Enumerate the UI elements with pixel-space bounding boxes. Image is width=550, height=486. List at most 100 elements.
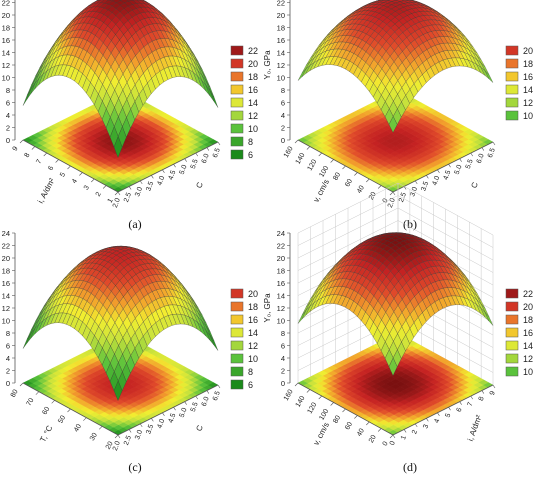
y-tick-label: 6.0: [476, 153, 486, 165]
y-tick-label: 5.0: [179, 407, 189, 419]
x-tick: [377, 428, 382, 432]
legend-label: 22: [523, 289, 533, 299]
legend-label: 20: [523, 302, 533, 312]
x-tick-label: 60: [344, 178, 354, 188]
x-tick: [354, 172, 358, 176]
x-tick-label: 1: [107, 197, 115, 204]
y-tick: [128, 186, 132, 190]
legend-label: 18: [248, 72, 258, 82]
y-tick: [470, 395, 474, 400]
z-tick-label: 4: [281, 354, 285, 363]
legend-label: 18: [523, 59, 533, 69]
x-tick: [318, 152, 322, 157]
y-tick-label: 6.5: [487, 147, 497, 159]
y-tick: [426, 418, 429, 422]
x-tick-label: 20: [105, 440, 115, 450]
x-tick: [35, 391, 40, 395]
y-tick-label: 2.0: [112, 440, 122, 452]
x-tick: [91, 178, 95, 183]
surface-cell: [209, 90, 219, 108]
x-tick: [55, 159, 59, 163]
y-tick-label: 2: [411, 429, 419, 435]
z-tick-label: 16: [2, 279, 10, 288]
y-tick: [117, 434, 121, 439]
legend-swatch: [230, 288, 244, 299]
z-tick-label: 18: [277, 24, 285, 33]
legend-label: 14: [248, 328, 258, 338]
x-tick: [366, 421, 370, 426]
legend: 22 20 18 16 14 12 10: [505, 288, 533, 377]
legend-swatch: [505, 71, 519, 82]
x-tick-label: 100: [318, 408, 330, 422]
legend: 22 20 18 16 14 12 10 8 6: [230, 45, 258, 160]
x-tick: [67, 165, 71, 170]
legend-swatch: [230, 110, 244, 121]
y-tick-label: 5.5: [465, 158, 475, 170]
panel-caption: (a): [128, 217, 141, 231]
z-tick-label: 6: [6, 99, 10, 108]
x-tick-label: 40: [356, 427, 366, 437]
y-tick-label: 1: [400, 435, 408, 441]
x-tick: [377, 185, 382, 189]
surface-cell: [388, 116, 398, 133]
y-tick-label: 0: [389, 440, 397, 446]
legend-swatch: [505, 353, 519, 364]
legend-swatch: [230, 340, 244, 351]
y-tick: [184, 401, 187, 405]
x-tick-label: 80: [332, 414, 342, 424]
legend-label: 16: [248, 315, 258, 325]
y-tick-label: 5.5: [190, 401, 200, 413]
y-tick-label: 4.5: [168, 412, 178, 424]
y-tick: [403, 429, 407, 433]
x-tick: [306, 389, 311, 393]
x-tick: [43, 152, 47, 157]
x-tick: [330, 159, 334, 163]
y-tick-label: 3: [422, 424, 430, 430]
legend-swatch: [230, 301, 244, 312]
x-tick-label: 30: [89, 432, 99, 442]
surface-cell: [113, 380, 123, 402]
legend-swatch: [505, 340, 519, 351]
legend-swatch: [505, 110, 519, 121]
z-tick-label: 6: [281, 99, 285, 108]
x-tick: [31, 146, 36, 150]
z-tick-label: 8: [281, 329, 285, 338]
legend-label: 18: [523, 315, 533, 325]
y-tick: [217, 384, 221, 389]
legend-swatch: [505, 58, 519, 69]
x-tick: [114, 191, 119, 196]
y-tick: [184, 158, 187, 162]
x-tick-label: 120: [307, 401, 319, 415]
legend-label: 14: [523, 341, 533, 351]
y-tick: [139, 423, 143, 428]
legend-swatch: [230, 366, 244, 377]
x-tick: [306, 146, 311, 150]
x-tick-label: 4: [71, 178, 79, 185]
legend-swatch: [230, 314, 244, 325]
y-tick: [195, 152, 199, 157]
y-tick: [217, 141, 221, 146]
y-tick-label: 2.0: [112, 197, 122, 209]
y-tick-label: 6.0: [201, 153, 211, 165]
x-tick-label: 60: [41, 406, 51, 416]
y-tick-label: 6: [456, 407, 464, 413]
y-tick-label: 3.5: [145, 181, 155, 193]
z-tick-label: 2: [6, 124, 10, 133]
y-tick-label: 6.0: [201, 396, 211, 408]
y-tick: [459, 158, 462, 162]
x-tick: [389, 434, 394, 439]
y-tick: [392, 191, 396, 196]
y-tick: [206, 147, 210, 151]
surface-cell: [113, 135, 123, 159]
y-tick: [195, 395, 199, 400]
x-axis-label: i, A/dm²: [36, 176, 57, 204]
z-tick-label: 16: [2, 36, 10, 45]
legend-swatch: [230, 45, 244, 56]
z-tick-label: 10: [2, 74, 10, 83]
x-tick: [19, 382, 24, 387]
y-axis-line: [392, 141, 494, 193]
x-tick: [19, 139, 24, 144]
z-tick-label: 10: [2, 317, 10, 326]
